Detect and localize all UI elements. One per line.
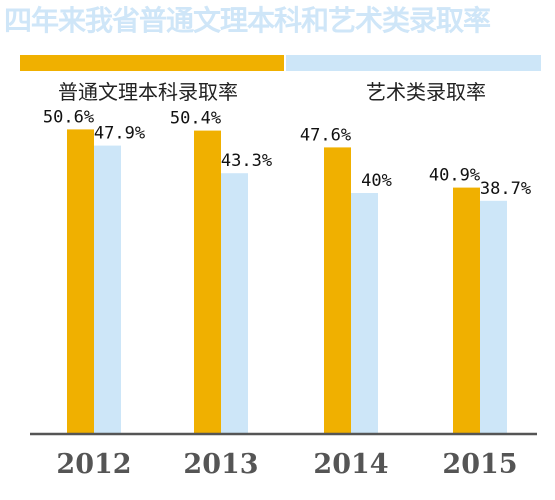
bar-2013-art — [221, 173, 248, 433]
chart-title: 四年来我省普通文理本科和艺术类录取率 — [4, 4, 491, 37]
x-tick-label-2015: 2015 — [442, 449, 517, 480]
x-tick-label-2014: 2014 — [313, 449, 388, 480]
legend-swatch-general — [20, 55, 284, 71]
data-label-2012-general: 50.6% — [43, 107, 94, 127]
data-label-2012-art: 47.9% — [94, 124, 145, 144]
data-label-2013-art: 43.3% — [221, 151, 272, 171]
bar-2012-general — [67, 129, 94, 433]
bar-2012-art — [94, 145, 121, 433]
bar-2013-general — [194, 130, 221, 433]
bar-2014-general — [324, 147, 351, 433]
bar-2015-general — [453, 187, 480, 433]
data-label-2015-general: 40.9% — [429, 166, 480, 186]
data-label-2014-general: 47.6% — [300, 125, 351, 145]
data-label-2013-general: 50.4% — [170, 109, 221, 129]
x-tick-label-2012: 2012 — [56, 449, 131, 480]
data-label-2014-art: 40% — [361, 171, 392, 191]
legend-label-art: 艺术类录取率 — [366, 80, 486, 104]
legend-label-general: 普通文理本科录取率 — [58, 80, 238, 104]
x-tick-label-2013: 2013 — [183, 449, 258, 480]
legend-swatch-art — [286, 55, 541, 71]
bar-2014-art — [351, 193, 378, 433]
bar-2015-art — [480, 200, 507, 433]
data-label-2015-art: 38.7% — [480, 179, 531, 199]
